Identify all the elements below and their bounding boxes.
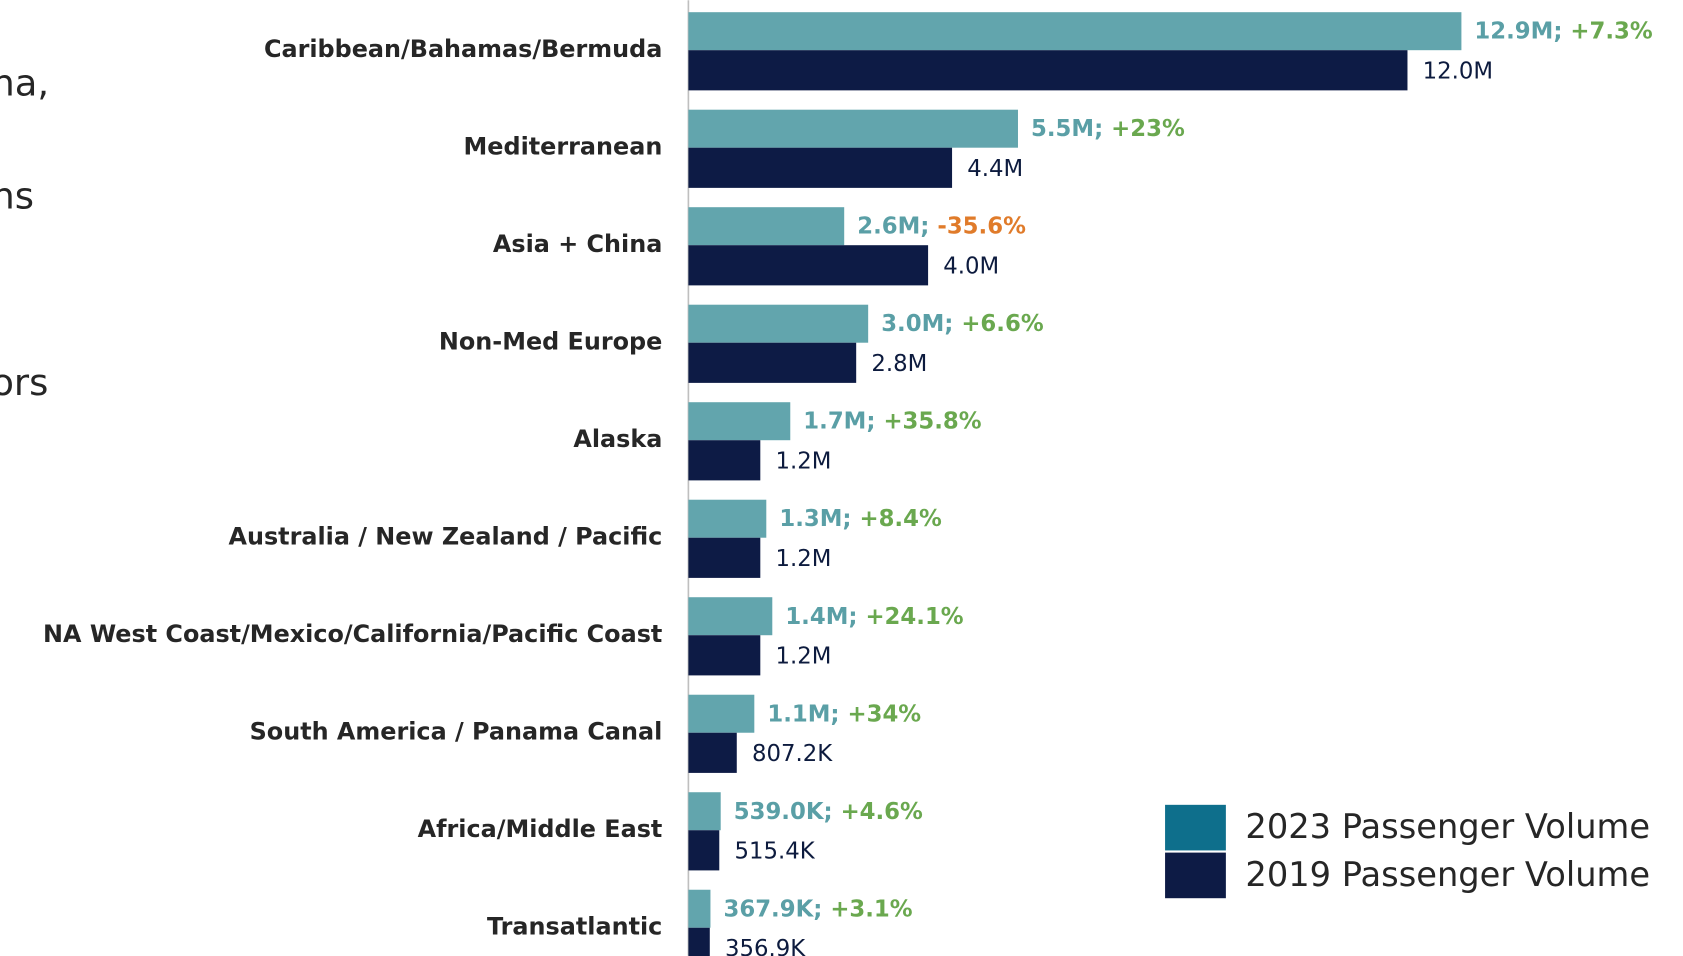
separator: ; — [920, 213, 937, 239]
value-label: 1.2M — [776, 643, 832, 669]
category-label: Australia / New Zealand / Pacific — [228, 523, 662, 551]
category-label: Asia + China — [493, 230, 662, 258]
separator: ; — [813, 896, 830, 922]
value-label: 12.9M; +7.3% — [1474, 18, 1652, 44]
bar — [688, 147, 953, 188]
legend-label: 2023 Passenger Volume — [1245, 807, 1650, 846]
category-label: Mediterranean — [464, 133, 663, 161]
cropped-text: ns — [0, 174, 34, 217]
value-label: 807.2K — [752, 741, 833, 767]
value-label: 3.0M — [881, 311, 944, 337]
separator: ; — [824, 798, 841, 824]
value-label: 1.2M — [776, 546, 832, 572]
value-label: 5.5M; +23% — [1031, 116, 1185, 142]
value-label: 4.4M — [967, 156, 1023, 182]
category-label: Non-Med Europe — [439, 328, 662, 356]
legend-swatch — [1165, 852, 1226, 899]
value-label: 515.4K — [734, 838, 815, 864]
category-label: South America / Panama Canal — [250, 718, 663, 746]
category-label: Alaska — [573, 425, 662, 453]
bar — [688, 499, 767, 538]
bar — [688, 402, 791, 441]
bar — [688, 12, 1462, 51]
bar — [688, 537, 761, 578]
separator: ; — [848, 603, 865, 629]
category-label: Transatlantic — [487, 913, 662, 941]
value-label: 4.0M — [943, 253, 999, 279]
bar — [688, 830, 720, 871]
value-label: 539.0K — [734, 798, 825, 824]
bar — [688, 927, 710, 956]
separator: ; — [1553, 18, 1570, 44]
bar — [688, 207, 845, 246]
value-label: 1.1M — [767, 701, 830, 727]
value-label: 1.1M; +34% — [767, 701, 921, 727]
value-label: 2.6M; -35.6% — [857, 213, 1026, 239]
value-label: 1.4M; +24.1% — [785, 603, 963, 629]
value-label: 1.3M — [779, 506, 842, 532]
change-label: -35.6% — [937, 213, 1026, 239]
legend-swatch — [1165, 804, 1226, 851]
value-label: 3.0M; +6.6% — [881, 311, 1044, 337]
bar — [688, 50, 1408, 91]
bar — [688, 889, 711, 928]
bar — [688, 694, 755, 733]
bar — [688, 792, 721, 831]
legend-label: 2019 Passenger Volume — [1245, 855, 1650, 894]
separator: ; — [830, 701, 847, 727]
change-label: +3.1% — [830, 896, 912, 922]
change-label: +4.6% — [841, 798, 923, 824]
category-label: Caribbean/Bahamas/Bermuda — [264, 35, 662, 63]
change-label: +35.8% — [883, 408, 981, 434]
separator: ; — [1094, 116, 1111, 142]
cropped-text: na, — [0, 61, 49, 104]
bar — [688, 597, 773, 636]
change-label: +34% — [847, 701, 921, 727]
category-label: NA West Coast/Mexico/California/Pacific … — [43, 620, 662, 648]
bar — [688, 109, 1018, 148]
value-label: 12.0M — [1423, 58, 1493, 84]
change-label: +8.4% — [859, 506, 941, 532]
value-label: 2.8M — [871, 351, 927, 377]
bar — [688, 440, 761, 481]
value-label: 12.9M — [1474, 18, 1553, 44]
change-label: +23% — [1111, 116, 1185, 142]
bar — [688, 635, 761, 676]
bar — [688, 342, 857, 383]
value-label: 1.4M — [785, 603, 848, 629]
separator: ; — [944, 311, 961, 337]
value-label: 356.9K — [725, 936, 806, 956]
change-label: +6.6% — [961, 311, 1043, 337]
separator: ; — [842, 506, 859, 532]
value-label: 1.2M — [776, 448, 832, 474]
value-label: 367.9K — [723, 896, 814, 922]
bar — [688, 304, 869, 343]
value-label: 2.6M — [857, 213, 920, 239]
value-label: 1.3M; +8.4% — [779, 506, 942, 532]
change-label: +7.3% — [1570, 18, 1652, 44]
value-label: 367.9K; +3.1% — [723, 896, 912, 922]
separator: ; — [866, 408, 883, 434]
bar — [688, 245, 929, 286]
bar — [688, 732, 737, 773]
change-label: +24.1% — [865, 603, 963, 629]
value-label: 539.0K; +4.6% — [734, 798, 923, 824]
value-label: 1.7M — [803, 408, 866, 434]
value-label: 1.7M; +35.8% — [803, 408, 981, 434]
cropped-text: ors — [0, 361, 48, 404]
value-label: 5.5M — [1031, 116, 1094, 142]
category-label: Africa/Middle East — [418, 815, 663, 843]
